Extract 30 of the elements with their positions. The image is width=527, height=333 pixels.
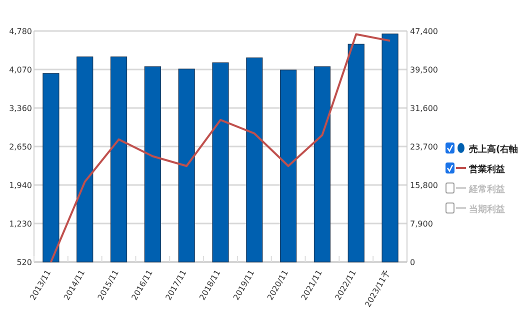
y-tick-label: 1,940 [9,181,32,190]
y2-tick-label: 15,800 [410,181,438,190]
y2-tick-label: 7,900 [410,220,433,228]
y-tick-label: 3,360 [9,104,32,113]
y-tick-label: 1,230 [9,220,32,228]
y2-tick-label: 31,600 [410,104,438,113]
y-tick-label: 4,070 [9,66,32,74]
bar [348,44,364,262]
bar [314,66,331,262]
bar [42,73,60,262]
bar [212,62,229,262]
y2-tick-label: 47,400 [410,27,438,36]
legend-label: 売上高(右軸 [469,144,518,155]
legend-label: 営業利益 [469,164,505,175]
legend-label: 経常利益 [468,184,505,195]
bar [382,34,398,262]
y2-tick-label: 0 [410,258,416,267]
y2-tick-label: 23,700 [410,142,438,152]
y-tick-label: 2,650 [9,142,32,152]
bar [178,68,195,262]
bar [110,56,128,262]
bar [280,70,297,262]
bar [144,66,161,262]
y2-tick-label: 39,500 [410,66,438,74]
line-series [50,33,392,263]
bar [246,58,263,262]
y-tick-label: 4,780 [9,27,32,36]
y-tick-label: 520 [16,258,32,267]
bar [76,56,94,262]
legend-label: 当期利益 [469,204,505,215]
